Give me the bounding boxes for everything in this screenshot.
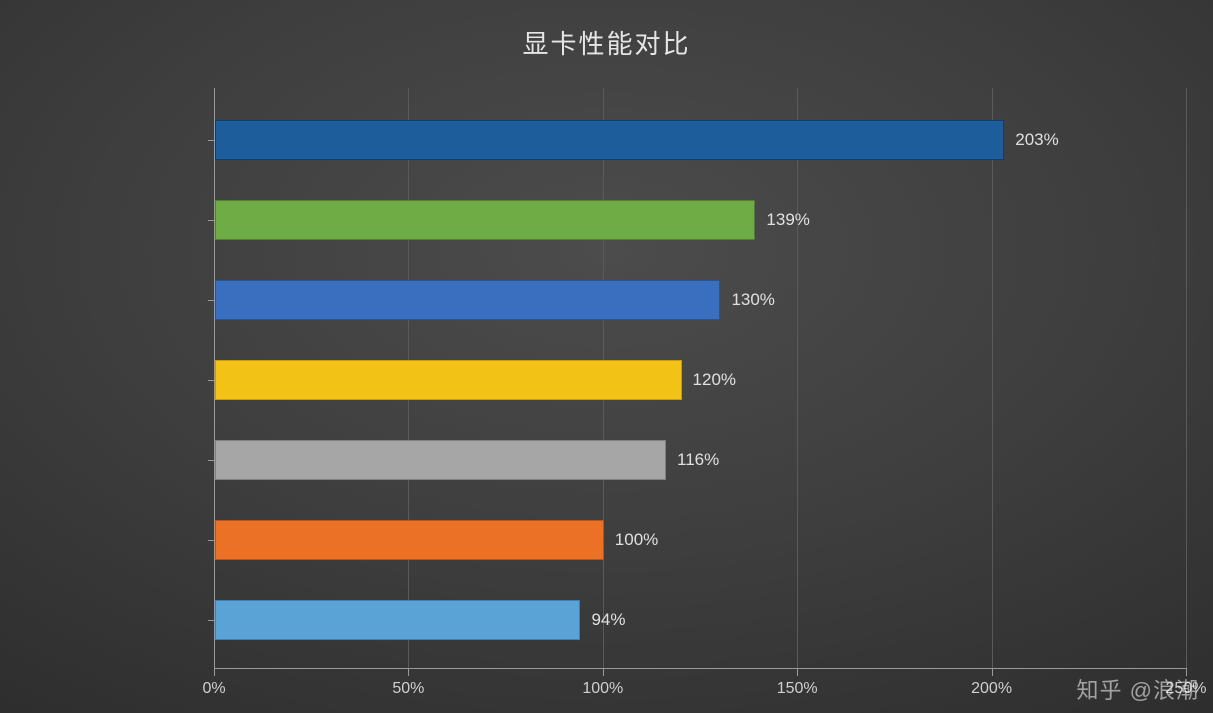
watermark: 知乎 @浪潮: [1077, 673, 1199, 705]
grid-line: [992, 88, 993, 668]
x-tickmark: [603, 668, 604, 676]
bar: [215, 280, 720, 320]
bar: [215, 440, 666, 480]
x-tickmark: [992, 668, 993, 676]
value-label: 120%: [693, 370, 736, 390]
x-tick-label: 0%: [189, 680, 239, 698]
bar: [215, 360, 682, 400]
y-axis: [214, 88, 215, 668]
x-tick-label: 150%: [772, 680, 822, 698]
x-tick-label: 200%: [967, 680, 1017, 698]
x-tickmark: [214, 668, 215, 676]
value-label: 139%: [766, 210, 809, 230]
value-label: 94%: [591, 610, 625, 630]
x-tick-label: 50%: [383, 680, 433, 698]
x-tickmark: [797, 668, 798, 676]
value-label: 130%: [731, 290, 774, 310]
x-tick-label: 100%: [578, 680, 628, 698]
grid-line: [797, 88, 798, 668]
bar: [215, 520, 604, 560]
x-tickmark: [408, 668, 409, 676]
x-axis: [214, 668, 1186, 669]
value-label: 100%: [615, 530, 658, 550]
chart-stage: 显卡性能对比 0%50%100%150%200%250%RTX4080（175W…: [0, 0, 1213, 713]
chart-title: 显卡性能对比: [0, 24, 1213, 61]
value-label: 203%: [1015, 130, 1058, 150]
bar: [215, 120, 1004, 160]
bar: [215, 600, 580, 640]
bar: [215, 200, 755, 240]
value-label: 116%: [677, 450, 719, 470]
grid-line: [1186, 88, 1187, 668]
